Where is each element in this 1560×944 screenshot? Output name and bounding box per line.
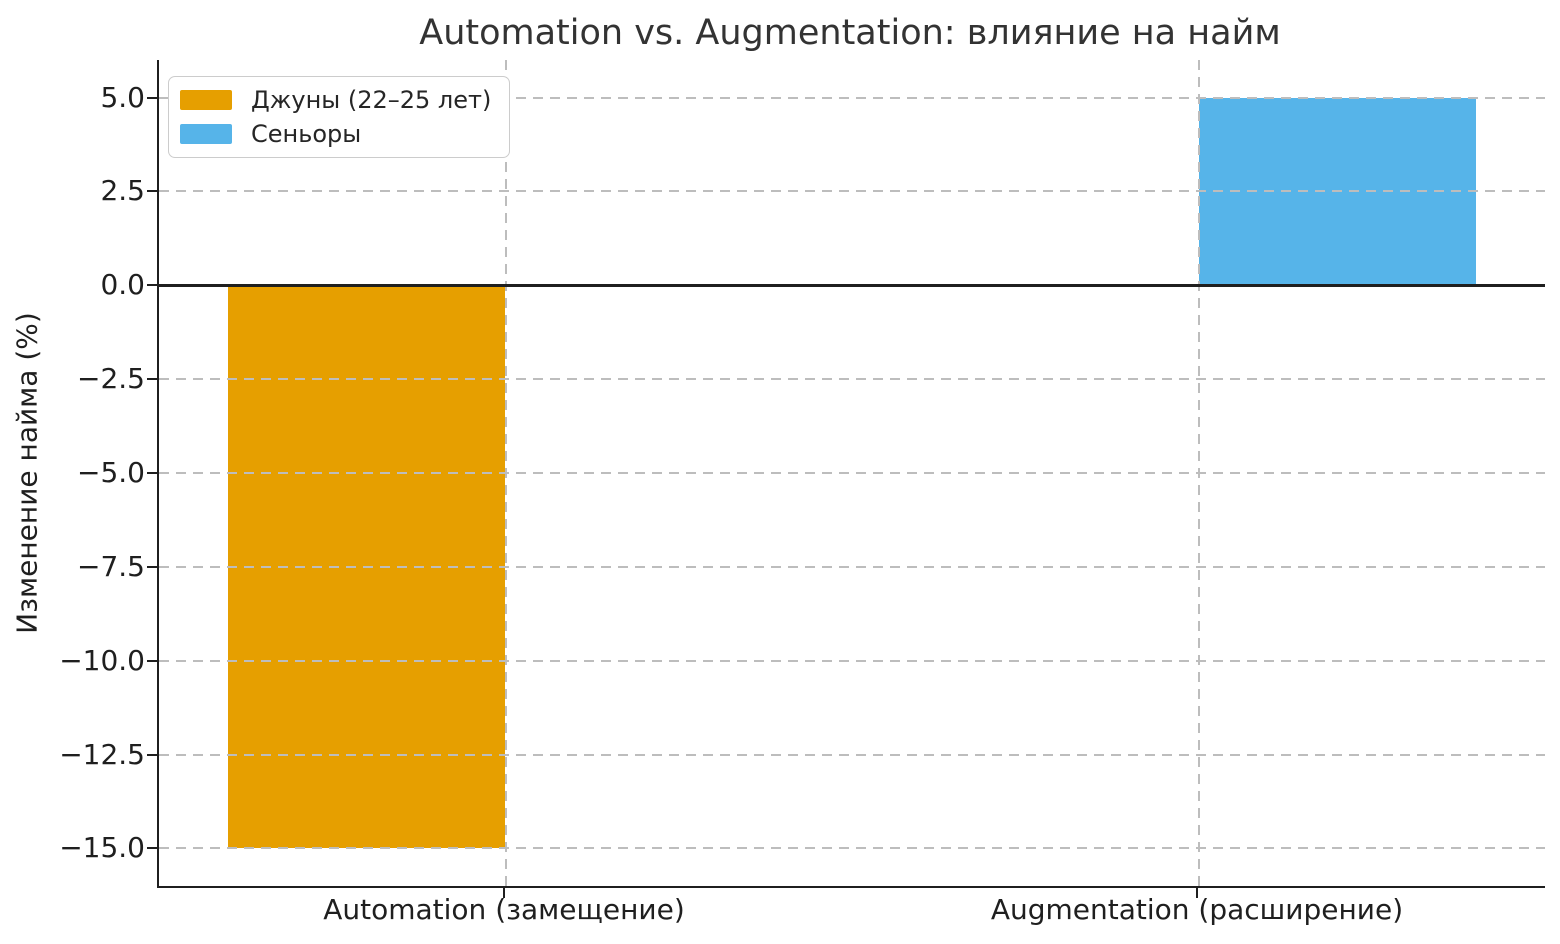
legend-swatch-seniors-icon [180,124,232,144]
plot-area [157,60,1545,888]
legend-label-seniors: Сеньоры [251,120,362,148]
y-tick-mark [147,659,157,662]
x-tick-mark [502,888,505,898]
chart-title: Automation vs. Augmentation: влияние на … [419,13,1281,53]
bars-layer [159,60,1545,886]
y-tick-label: −2.5 [77,362,145,396]
y-tick-mark [147,847,157,850]
legend-item-seniors: Сеньоры [180,117,491,151]
y-tick-label: 5.0 [100,80,145,114]
y-tick-label: −5.0 [77,456,145,489]
y-tick-mark [147,284,157,287]
y-tick-label: −7.5 [77,549,145,583]
y-tick-label: −10.0 [59,643,145,677]
legend-swatch-juniors-icon [180,90,232,110]
x-tick-label-augmentation: Augmentation (расширение) [990,893,1404,926]
y-tick-label: 0.0 [100,268,145,302]
x-tick-label-automation: Automation (замещение) [323,893,685,926]
bar-juniors-cat0 [228,285,506,849]
legend-label-juniors: Джуны (22–25 лет) [251,86,492,114]
y-tick-mark [147,190,157,193]
y-tick-mark [147,378,157,381]
zero-line [159,283,1545,287]
legend: Джуны (22–25 лет) Сеньоры [168,76,511,158]
y-tick-mark [147,96,157,99]
y-tick-label: −12.5 [59,737,145,771]
y-tick-label: 2.5 [100,174,145,208]
y-tick-mark [147,565,157,568]
y-tick-mark [147,753,157,756]
x-tick-mark [1195,888,1198,898]
legend-item-juniors: Джуны (22–25 лет) [180,83,491,117]
y-tick-mark [147,472,157,474]
bar-seniors-cat1 [1198,97,1476,286]
y-tick-label: −15.0 [59,831,145,865]
